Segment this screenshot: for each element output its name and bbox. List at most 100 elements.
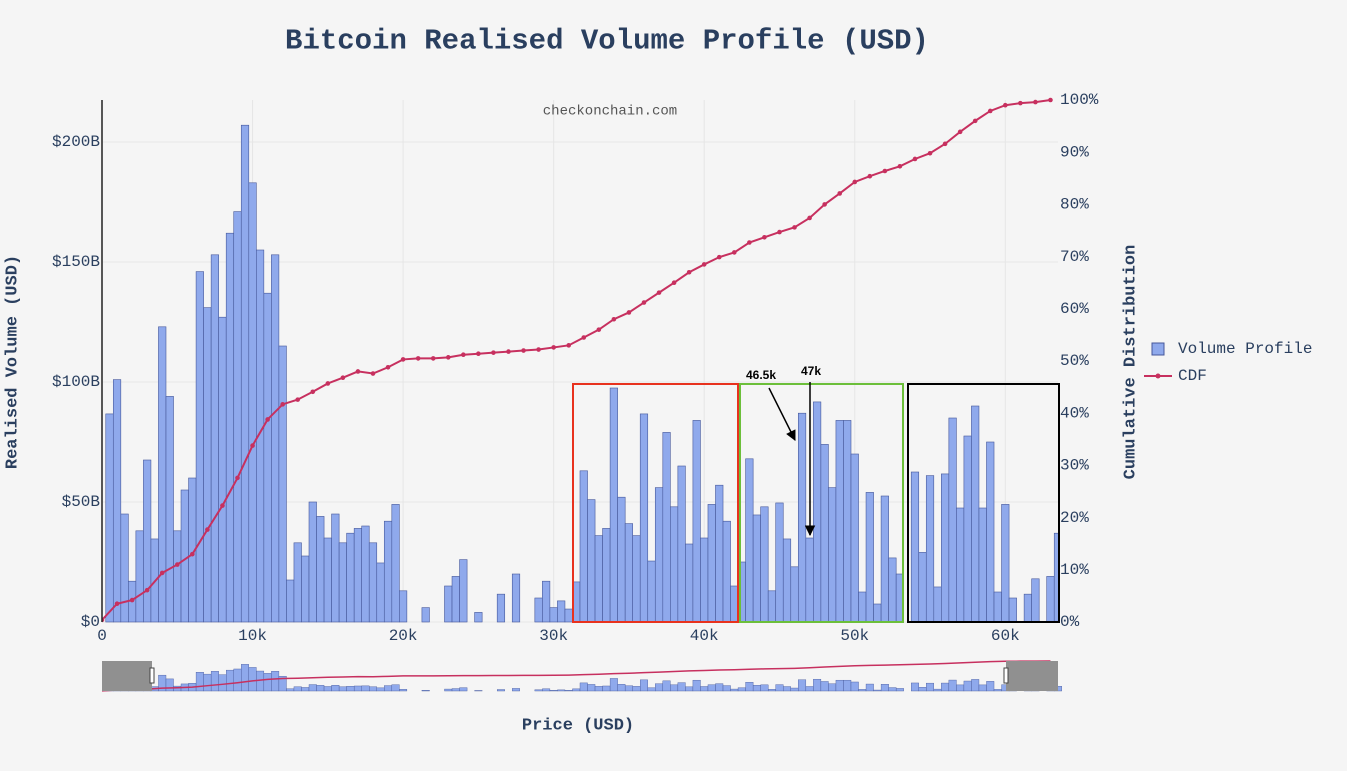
range-bar <box>933 688 942 692</box>
bar <box>549 607 558 623</box>
legend-swatch <box>1155 373 1161 379</box>
bar <box>639 413 649 623</box>
bar <box>248 182 257 623</box>
bar <box>677 465 686 623</box>
range-bar <box>685 686 694 692</box>
range-bar <box>549 690 558 692</box>
range-bar <box>286 688 295 692</box>
bar <box>722 520 731 623</box>
bar <box>459 559 468 623</box>
range-bar <box>338 686 347 692</box>
bar <box>745 458 754 623</box>
legend-label: CDF <box>1178 367 1207 385</box>
bar <box>105 413 114 623</box>
range-bar <box>767 689 776 692</box>
bar <box>399 590 408 623</box>
range-handle[interactable] <box>1003 667 1009 684</box>
cdf-marker <box>415 356 421 361</box>
bar <box>715 484 724 623</box>
bar <box>301 555 310 623</box>
bar <box>888 557 897 623</box>
bar <box>323 537 332 623</box>
bar <box>820 444 829 623</box>
cdf-marker <box>295 397 301 402</box>
cdf-marker <box>987 108 993 114</box>
y-tick-label: $0 <box>81 613 100 631</box>
bar <box>143 459 152 623</box>
range-bar <box>316 685 325 692</box>
bar <box>925 475 935 623</box>
y2-tick-label: 40% <box>1060 404 1089 422</box>
cdf-marker <box>611 316 617 322</box>
range-slider[interactable] <box>101 660 1062 692</box>
range-bar <box>978 684 987 692</box>
annotation-arrow <box>768 387 796 441</box>
range-bar <box>609 678 618 692</box>
bar <box>782 538 792 623</box>
range-bar <box>308 684 317 692</box>
cdf-marker <box>144 587 150 593</box>
range-bar <box>496 689 505 692</box>
range-bar <box>331 685 340 692</box>
bar <box>557 600 566 623</box>
cdf-marker <box>476 351 481 356</box>
range-bar <box>271 671 280 692</box>
range-bar <box>692 679 701 692</box>
bar <box>271 254 280 623</box>
range-bar <box>278 675 287 692</box>
range-bar <box>715 683 724 692</box>
range-bar <box>474 690 483 692</box>
range-bar <box>248 667 257 692</box>
bar <box>865 492 874 623</box>
y2-tick-label: 10% <box>1060 561 1089 579</box>
cdf-marker <box>445 355 451 360</box>
legend-swatch <box>1151 342 1165 356</box>
bar <box>1008 597 1017 623</box>
range-bar <box>587 684 596 692</box>
cdf-marker <box>641 300 647 305</box>
range-bar <box>323 686 332 692</box>
bar <box>511 573 521 623</box>
bar <box>564 608 573 623</box>
bar <box>813 401 822 623</box>
bar <box>963 435 972 623</box>
range-bar <box>752 685 761 692</box>
cdf-marker <box>235 475 240 481</box>
cdf-marker <box>129 597 135 603</box>
legend-label: Volume Profile <box>1178 340 1312 358</box>
range-bar <box>391 684 400 692</box>
range-bar <box>790 687 799 692</box>
bar <box>775 502 784 623</box>
range-bar <box>880 684 889 692</box>
range-bar <box>421 690 430 692</box>
bar <box>910 471 920 623</box>
range-bar <box>835 679 844 692</box>
y-tick-label: $100B <box>52 373 100 391</box>
range-bar <box>572 688 581 692</box>
range-bar <box>677 682 686 692</box>
y2-tick-label: 0% <box>1060 613 1080 631</box>
highlight-box <box>739 383 904 623</box>
y-axis-title: Realised Volume (USD) <box>3 255 22 469</box>
range-bar <box>361 685 370 692</box>
bar <box>850 453 859 623</box>
range-mask <box>102 661 152 691</box>
range-bar <box>632 686 641 692</box>
cdf-marker <box>957 129 963 135</box>
x-tick-label: 60k <box>991 627 1020 645</box>
bar <box>752 514 761 623</box>
cdf-marker <box>822 202 827 207</box>
range-handle[interactable] <box>149 667 155 684</box>
range-bar <box>783 686 791 692</box>
cdf-marker <box>701 262 707 267</box>
cdf-line <box>102 99 1051 621</box>
range-bar <box>918 687 927 692</box>
range-bar <box>233 668 242 692</box>
cdf-marker <box>581 335 587 340</box>
cdf-marker <box>626 310 632 315</box>
bar <box>135 530 144 623</box>
bar <box>873 603 882 623</box>
range-bar <box>459 687 468 692</box>
range-bar <box>926 682 934 692</box>
